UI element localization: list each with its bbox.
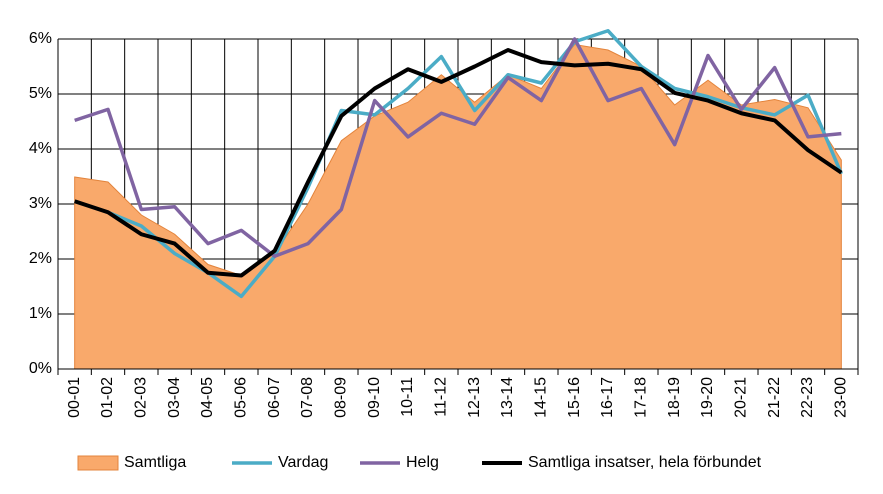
- x-tick-label: 12-13: [466, 377, 483, 418]
- x-tick-label: 18-19: [666, 377, 683, 418]
- line: [74, 48, 843, 278]
- legend-label: Samtliga: [124, 454, 186, 471]
- x-tick-label: 16-17: [599, 377, 616, 418]
- x-tick-label: 07-08: [299, 377, 316, 418]
- y-tick-label: 2%: [29, 250, 52, 267]
- x-tick-label: 01-02: [99, 377, 116, 418]
- x-tick-label: 14-15: [533, 377, 550, 418]
- x-tick-label: 13-14: [499, 377, 516, 418]
- x-tick-label: 06-07: [266, 377, 283, 418]
- legend-label: Helg: [406, 454, 439, 471]
- x-tick-label: 17-18: [633, 377, 650, 418]
- x-tick-label: 08-09: [333, 377, 350, 418]
- x-tick-label: 00-01: [66, 377, 83, 418]
- x-tick-label: 04-05: [199, 377, 216, 418]
- y-tick-label: 5%: [29, 85, 52, 102]
- x-tick-label: 15-16: [566, 377, 583, 418]
- y-tick-label: 3%: [29, 195, 52, 212]
- area: [74, 43, 842, 370]
- x-tick-label: 03-04: [166, 377, 183, 418]
- y-tick-label: 6%: [29, 30, 52, 47]
- x-tick-label: 02-03: [133, 377, 150, 418]
- x-tick-label: 05-06: [233, 377, 250, 418]
- x-tick-label: 23-00: [833, 377, 850, 418]
- x-tick-label: 19-20: [699, 377, 716, 418]
- x-tick-label: 09-10: [366, 377, 383, 418]
- x-tick-label: 11-12: [433, 377, 450, 417]
- legend-label: Samtliga insatser, hela förbundet: [528, 454, 762, 471]
- y-tick-label: 4%: [29, 140, 52, 157]
- line: [74, 37, 842, 258]
- x-tick-label: 21-22: [766, 377, 783, 418]
- x-tick-label: 22-23: [799, 377, 816, 418]
- legend-swatch: [77, 455, 119, 471]
- y-tick-label: 1%: [29, 305, 52, 322]
- y-tick-label: 0%: [29, 360, 52, 377]
- x-tick-label: 20-21: [733, 377, 750, 418]
- x-tick-label: 10-11: [399, 377, 416, 417]
- legend-label: Vardag: [278, 454, 328, 471]
